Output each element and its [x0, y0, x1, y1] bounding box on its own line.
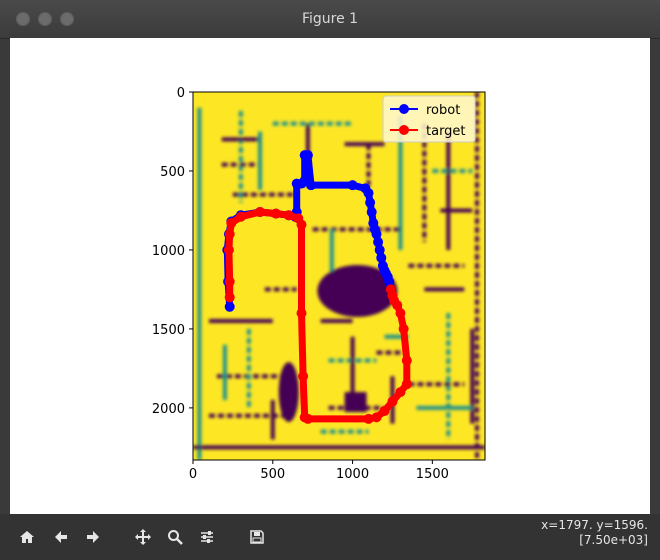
- series-point-robot: [371, 229, 382, 240]
- series-point-target: [385, 284, 396, 295]
- series-point-target: [255, 207, 266, 218]
- series-point-robot: [373, 237, 384, 248]
- forward-arrow-icon: [87, 531, 99, 543]
- legend-marker-target: [399, 125, 409, 135]
- close-window-button[interactable]: [16, 12, 30, 26]
- series-point-target: [371, 412, 382, 423]
- x-tick-label: 1500: [416, 467, 449, 482]
- x-axis: 0 500 1000 1500: [189, 460, 449, 482]
- y-tick-label: 0: [177, 86, 185, 101]
- series-point-target: [224, 276, 235, 287]
- home-button[interactable]: [12, 522, 42, 552]
- configure-subplots-button[interactable]: [192, 522, 222, 552]
- navigation-toolbar: x=1797. y=1596. [7.50e+03]: [0, 514, 660, 560]
- axes-frame: [192, 91, 486, 461]
- series-layer: [222, 150, 412, 424]
- series-point-robot: [347, 180, 358, 191]
- y-tick-label: 1000: [152, 244, 185, 259]
- y-tick-label: 1500: [152, 323, 185, 338]
- coordinate-readout: x=1797. y=1596. [7.50e+03]: [541, 518, 648, 548]
- map-obstacle: [278, 362, 299, 423]
- save-icon: [250, 530, 264, 544]
- map-obstacle: [317, 265, 398, 318]
- series-point-target: [395, 308, 406, 319]
- title-bar[interactable]: Figure 1: [0, 0, 660, 39]
- y-axis: 0 500 1000 1500 2000: [152, 86, 193, 417]
- zoom-icon: [168, 530, 183, 545]
- series-point-target: [235, 211, 246, 222]
- series-point-target: [283, 210, 294, 221]
- series-point-target: [401, 355, 412, 366]
- legend-label-target: target: [426, 124, 466, 139]
- series-point-robot: [366, 207, 377, 218]
- series-point-target: [387, 396, 398, 407]
- series-point-target: [395, 387, 406, 398]
- series-point-robot: [363, 188, 374, 199]
- series-point-robot: [376, 252, 387, 263]
- series-point-target: [296, 308, 307, 319]
- legend-label-robot: robot: [426, 103, 460, 118]
- home-icon: [20, 531, 34, 543]
- configure-subplots-icon: [201, 531, 213, 543]
- series-point-target: [379, 406, 390, 417]
- series-point-target: [224, 229, 235, 240]
- map-obstacle: [344, 392, 367, 413]
- forward-button[interactable]: [78, 522, 108, 552]
- pan-button[interactable]: [128, 522, 158, 552]
- series-point-target: [363, 413, 374, 424]
- x-tick-label: 1000: [336, 467, 369, 482]
- series-point-robot: [384, 276, 395, 287]
- cursor-value-text: [7.50e+03]: [579, 533, 648, 547]
- series-point-target: [398, 323, 409, 334]
- map-walls: [193, 92, 485, 460]
- y-tick-label: 2000: [152, 402, 185, 417]
- series-point-target: [302, 413, 313, 424]
- series-point-target: [223, 244, 234, 255]
- legend-marker-robot: [399, 104, 409, 114]
- zoom-button[interactable]: [160, 522, 190, 552]
- back-arrow-icon: [55, 531, 67, 543]
- figure-canvas[interactable]: 0 500 1000 1500 0 500 1000 1500 2000 robot targ…: [10, 38, 650, 514]
- back-button[interactable]: [46, 522, 76, 552]
- series-point-robot: [302, 150, 313, 161]
- series-point-robot: [374, 244, 385, 255]
- series-point-target: [401, 379, 412, 390]
- zoom-window-button[interactable]: [60, 12, 74, 26]
- series-point-target: [224, 292, 235, 303]
- series-point-robot: [306, 180, 317, 191]
- series-point-target: [226, 218, 237, 229]
- series-point-target: [298, 371, 309, 382]
- x-tick-label: 500: [260, 467, 285, 482]
- minimize-window-button[interactable]: [38, 12, 52, 26]
- cursor-position-text: x=1797. y=1596.: [541, 518, 648, 532]
- series-point-robot: [224, 301, 235, 312]
- plot-svg[interactable]: 0 500 1000 1500 0 500 1000 1500 2000 robot targ…: [10, 38, 650, 514]
- series-point-target: [296, 219, 307, 230]
- save-button[interactable]: [242, 522, 272, 552]
- y-tick-label: 500: [160, 165, 185, 180]
- occupancy-map: [193, 92, 485, 460]
- pan-icon: [135, 529, 151, 545]
- legend: robot target: [382, 95, 476, 143]
- series-point-target: [270, 208, 281, 219]
- series-point-robot: [365, 197, 376, 208]
- x-tick-label: 0: [189, 467, 197, 482]
- window-title: Figure 1: [301, 11, 359, 27]
